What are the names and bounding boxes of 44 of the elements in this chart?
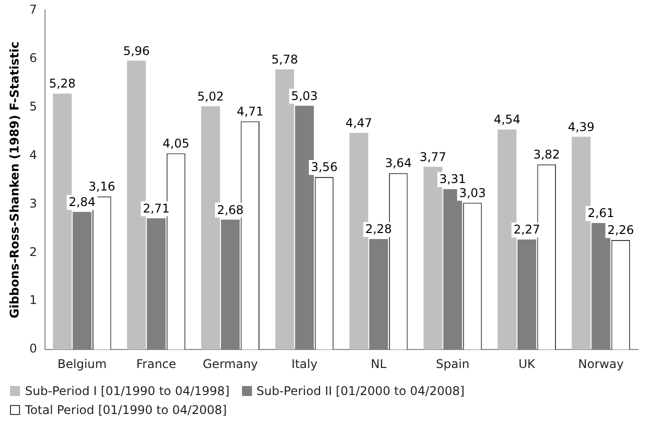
x-tick-label: Norway	[578, 356, 624, 371]
data-label: 3,16	[88, 180, 116, 194]
data-label: 4,39	[568, 120, 595, 134]
data-label: 3,31	[439, 172, 466, 186]
x-tick-label: Germany	[202, 356, 258, 371]
data-label: 3,77	[420, 150, 446, 164]
y-tick-label: 1	[29, 293, 38, 308]
data-label: 2,61	[588, 206, 614, 220]
y-tick-label: 2	[29, 244, 38, 259]
data-label: 2,68	[216, 202, 244, 217]
y-tick-label: 7	[29, 2, 38, 16]
data-label: 2,27	[513, 222, 540, 237]
data-label: 3,64	[384, 156, 412, 170]
y-axis-title: Gibbons-Ross-Shanken (1989) F-Statistic	[7, 41, 22, 318]
data-label: 4,47	[345, 116, 372, 130]
data-label: 5,78	[271, 52, 298, 66]
data-label: 3,56	[310, 160, 338, 174]
data-label: 4,05	[162, 136, 190, 150]
data-label: 5,02	[197, 89, 224, 104]
data-label: 2,84	[68, 195, 96, 210]
data-label: 2,71	[142, 201, 170, 216]
x-tick-label: Italy	[291, 356, 318, 371]
data-label: 5,96	[123, 44, 150, 58]
legend-label: Sub-Period I [01/1990 to 04/1998]	[24, 383, 230, 400]
x-tick-label: France	[136, 356, 176, 371]
data-label: 3,03	[459, 186, 486, 200]
x-tick-label: NL	[370, 356, 387, 371]
y-tick-label: 0	[29, 342, 38, 356]
y-tick-label: 3	[29, 196, 38, 210]
legend-label: Total Period [01/1990 to 04/2008]	[24, 402, 227, 419]
data-label: 4,71	[236, 104, 264, 118]
data-label: 5,28	[48, 76, 76, 91]
x-tick-label: Spain	[436, 356, 470, 371]
data-label: 3,82	[533, 148, 560, 162]
data-label: 2,26	[607, 223, 634, 238]
x-tick-label: UK	[518, 356, 536, 371]
data-label: 5,03	[291, 88, 318, 103]
y-tick-label: 6	[29, 50, 38, 65]
data-label: 4,54	[494, 112, 520, 127]
y-tick-label: 5	[29, 99, 38, 114]
legend-label: Sub-Period II [01/2000 to 04/2008]	[256, 383, 465, 400]
y-tick-label: 4	[29, 148, 38, 162]
x-tick-label: Belgium	[57, 356, 107, 371]
data-label: 2,28	[365, 222, 392, 236]
